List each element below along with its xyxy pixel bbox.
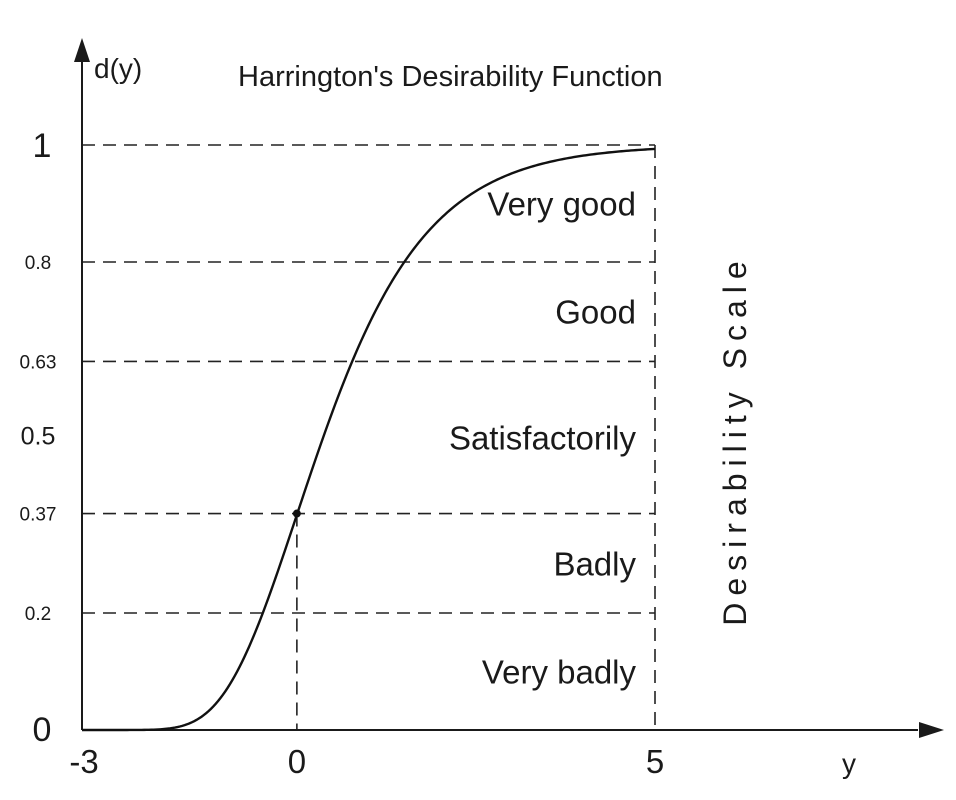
y-tick-label-5: 0.8 [25, 253, 51, 274]
reference-point [292, 509, 301, 518]
y-tick-label-0: 0 [33, 711, 52, 749]
x-tick-label-2: 5 [646, 743, 664, 780]
y-tick-label-4: 0.63 [20, 352, 57, 373]
chart-title: Harrington's Desirability Function [238, 61, 663, 93]
region-label-4: Very badly [482, 654, 637, 691]
y-tick-label-3: 0.5 [21, 423, 56, 451]
x-axis-arrow-icon [919, 722, 944, 738]
region-label-3: Badly [553, 545, 636, 582]
y-tick-label-1: 0.2 [25, 604, 51, 625]
desirability-scale-label: Desirability Scale [717, 254, 753, 625]
threshold-guides [82, 144, 656, 730]
y-tick-label-2: 0.37 [20, 505, 57, 526]
y-axis-label: d(y) [94, 53, 142, 84]
desirability-curve [82, 147, 656, 732]
y-axis-arrow-icon [74, 38, 90, 62]
region-label-0: Very good [487, 186, 636, 223]
region-labels: Very good Good Satisfactorily Badly Very bad… [449, 186, 637, 691]
x-tick-labels: -3 0 5 [69, 743, 664, 780]
x-axis-label: y [842, 748, 856, 779]
region-label-2: Satisfactorily [449, 420, 637, 457]
y-tick-labels: 0 0.2 0.37 0.5 0.63 0.8 1 [20, 127, 57, 749]
x-tick-label-0: -3 [69, 743, 98, 780]
x-tick-label-1: 0 [288, 743, 306, 780]
y-tick-label-6: 1 [33, 127, 52, 165]
region-label-1: Good [555, 294, 636, 331]
